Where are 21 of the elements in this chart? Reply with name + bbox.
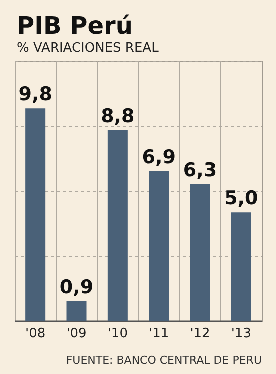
chart-subtitle: % VARIACIONES REAL: [17, 41, 160, 56]
data-label: 9,8: [18, 84, 52, 106]
x-tick-label: '09: [66, 326, 87, 342]
chart-title: PIB Perú: [17, 12, 133, 40]
x-tick-label: '11: [149, 326, 170, 342]
bar: [108, 130, 128, 321]
x-tick-label: '10: [108, 326, 128, 342]
x-tick-label: '12: [190, 326, 210, 342]
data-label: 6,3: [183, 160, 218, 182]
bar: [66, 302, 87, 321]
bar: [190, 184, 210, 321]
x-tick-label: '08: [26, 326, 46, 342]
data-label: 8,8: [101, 105, 135, 128]
bar: [231, 212, 252, 321]
bar: [149, 172, 170, 321]
source-note: FUENTE: BANCO CENTRAL DE PERU: [66, 354, 262, 367]
bar: [26, 108, 46, 321]
data-label: 5,0: [224, 188, 258, 210]
x-tick-label: '13: [231, 326, 252, 342]
data-label: 6,9: [142, 146, 176, 168]
data-label: 0,9: [60, 276, 94, 298]
